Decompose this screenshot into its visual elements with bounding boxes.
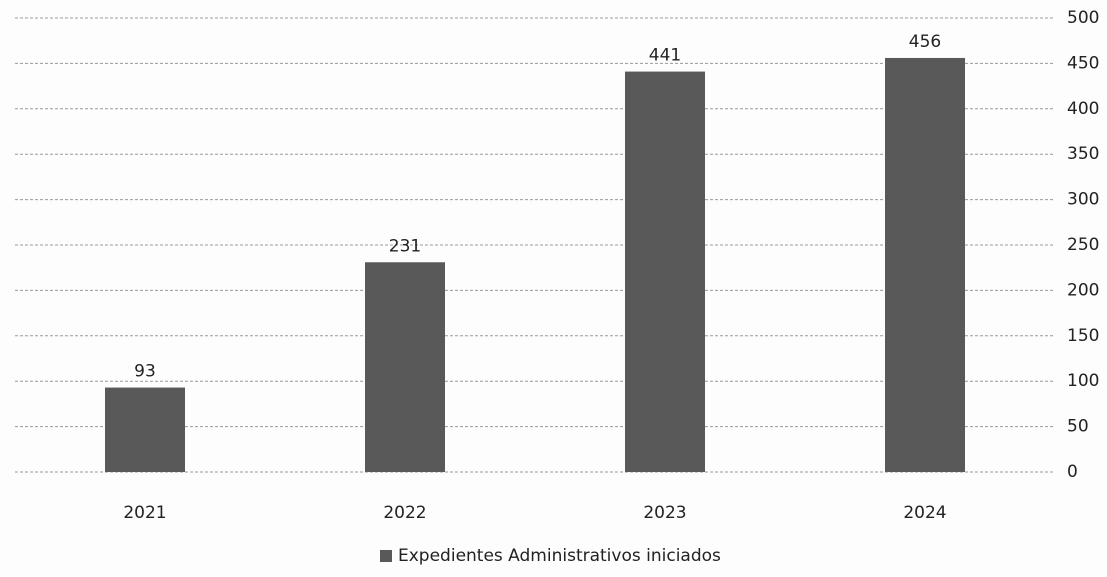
data-label: 231 xyxy=(389,236,421,256)
bar xyxy=(105,387,185,472)
legend-label: Expedientes Administrativos iniciados xyxy=(398,546,721,566)
y-tick-label: 250 xyxy=(1067,235,1099,255)
data-label: 441 xyxy=(649,46,681,66)
bar xyxy=(365,262,445,472)
y-tick-label: 300 xyxy=(1067,190,1099,210)
data-label: 456 xyxy=(909,32,941,52)
y-tick-label: 500 xyxy=(1067,8,1099,28)
x-tick-label: 2023 xyxy=(643,503,686,523)
bar xyxy=(625,71,705,473)
y-tick-label: 450 xyxy=(1067,53,1099,73)
y-tick-label: 200 xyxy=(1067,280,1099,300)
y-tick-label: 100 xyxy=(1067,371,1099,391)
y-tick-label: 350 xyxy=(1067,144,1099,164)
bar xyxy=(885,57,965,473)
y-tick-label: 50 xyxy=(1067,417,1089,437)
x-tick-label: 2024 xyxy=(903,503,946,523)
data-label: 93 xyxy=(134,362,156,382)
y-tick-label: 0 xyxy=(1067,462,1078,482)
y-tick-label: 150 xyxy=(1067,326,1099,346)
y-tick-label: 400 xyxy=(1067,99,1099,119)
x-tick-label: 2022 xyxy=(383,503,426,523)
x-tick-label: 2021 xyxy=(123,503,166,523)
legend-marker xyxy=(380,550,392,562)
